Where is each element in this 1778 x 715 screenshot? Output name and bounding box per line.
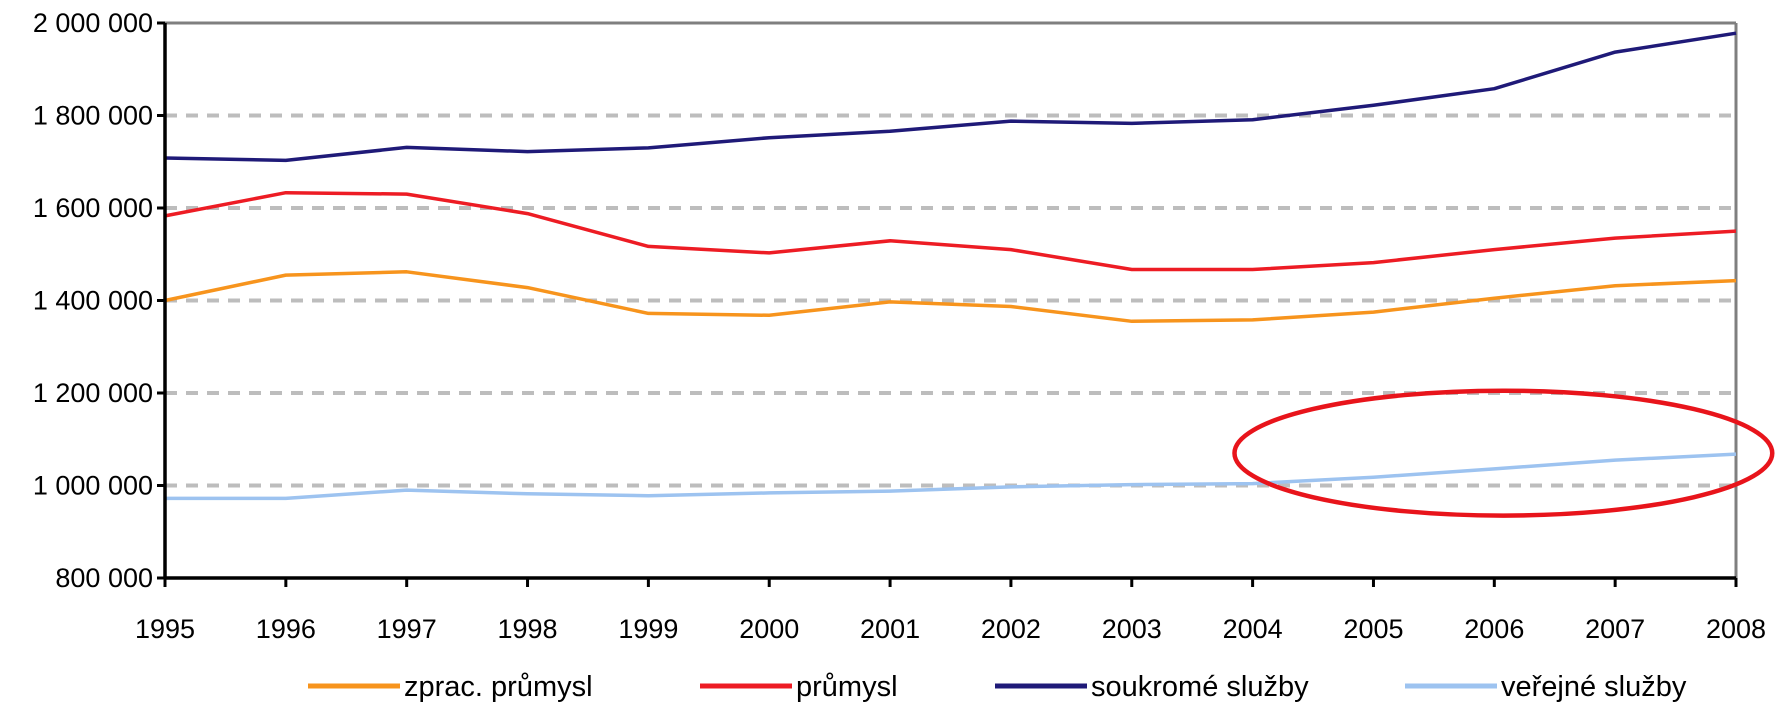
series-line-1	[164, 270, 1737, 324]
x-tick-label: 2005	[1343, 614, 1403, 644]
y-tick-label: 1 400 000	[33, 286, 153, 316]
x-tick-label: 2007	[1585, 614, 1645, 644]
x-tick-label: 2003	[1102, 614, 1162, 644]
x-tick-label: 2006	[1464, 614, 1524, 644]
x-tick-label: 1996	[256, 614, 316, 644]
series-line-4	[165, 452, 1737, 501]
x-tick-label: 2008	[1706, 614, 1766, 644]
legend-label-4: veřejné služby	[1501, 671, 1687, 703]
y-tick-label: 1 800 000	[33, 101, 153, 131]
y-tick-label: 2 000 000	[33, 8, 153, 38]
series-line-2	[164, 190, 1737, 272]
legend-label-1: zprac. průmysl	[404, 671, 593, 703]
legend-label-2: průmysl	[796, 671, 898, 703]
x-tick-label: 2000	[739, 614, 799, 644]
y-tick-label: 800 000	[55, 563, 153, 593]
y-tick-label: 1 600 000	[33, 193, 153, 223]
x-tick-label: 2002	[981, 614, 1041, 644]
x-tick-label: 2001	[860, 614, 920, 644]
series-line-3	[164, 31, 1737, 163]
legend-label-3: soukromé služby	[1091, 671, 1309, 703]
annotation-ellipse	[1232, 388, 1775, 518]
y-tick-label: 1 000 000	[33, 471, 153, 501]
x-tick-label: 1995	[135, 614, 195, 644]
x-tick-label: 1997	[377, 614, 437, 644]
x-tick-label: 1999	[618, 614, 678, 644]
x-tick-label: 2004	[1223, 614, 1283, 644]
y-tick-label: 1 200 000	[33, 378, 153, 408]
x-tick-label: 1998	[497, 614, 557, 644]
